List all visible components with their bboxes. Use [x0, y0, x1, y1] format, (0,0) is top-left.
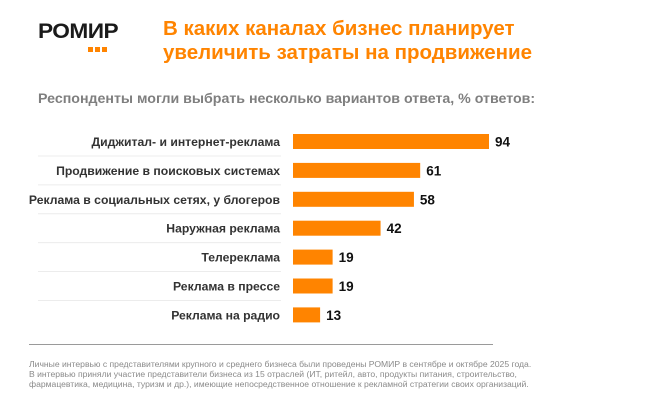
title-line-1: В каких каналах бизнес планирует [163, 17, 515, 40]
bar [293, 278, 333, 294]
bar-row: Диджитал- и интернет-реклама 94 [38, 134, 511, 157]
bar [293, 307, 321, 323]
category-label: Реклама в социальных сетях, у блогеров [29, 193, 281, 207]
footnote: Личные интервью с представителями крупно… [29, 359, 629, 389]
footnote-divider [29, 344, 493, 345]
category-label: Реклама в прессе [173, 280, 280, 294]
footnote-line: фармацевтика, медицина, туризм и др.), и… [29, 379, 529, 389]
category-label: Наружная реклама [166, 222, 280, 236]
bar [293, 134, 489, 149]
bar [293, 162, 421, 178]
bar [293, 249, 333, 265]
logo-dots-icon [88, 47, 107, 52]
value-label: 19 [339, 279, 354, 294]
value-label: 61 [426, 163, 442, 178]
chart-title: В каких каналах бизнес планирует увеличи… [163, 17, 633, 65]
bar-row: Реклама в социальных сетях, у блогеров 58 [29, 191, 436, 215]
value-label: 13 [326, 308, 342, 323]
category-label: Диджитал- и интернет-реклама [91, 135, 280, 149]
value-label: 19 [339, 250, 354, 265]
value-label: 94 [495, 135, 511, 150]
footnote-line: Личные интервью с представителями крупно… [29, 359, 532, 369]
value-label: 58 [420, 192, 436, 207]
chart-subtitle: Респонденты могли выбрать несколько вари… [38, 91, 536, 107]
bar-row: Реклама в прессе 19 [38, 278, 354, 301]
footnote-line: В интервью приняли участие представители… [29, 369, 517, 379]
bar-row: Реклама на радио 13 [171, 307, 342, 323]
category-label: Продвижение в поисковых системах [56, 164, 280, 178]
bar-row: Наружная реклама 42 [38, 220, 402, 244]
value-label: 42 [387, 221, 402, 236]
romir-logo: РОМИР [38, 20, 133, 52]
category-label: Реклама на радио [171, 308, 280, 322]
bar [293, 220, 381, 236]
title-line-2: увеличить затраты на продвижение [163, 41, 533, 64]
bar [293, 191, 414, 207]
bar-row: Продвижение в поисковых системах 61 [38, 162, 442, 186]
bar-row: Телереклама 19 [38, 249, 354, 273]
category-label: Телереклама [201, 251, 280, 265]
logo-text: РОМИР [38, 20, 119, 43]
